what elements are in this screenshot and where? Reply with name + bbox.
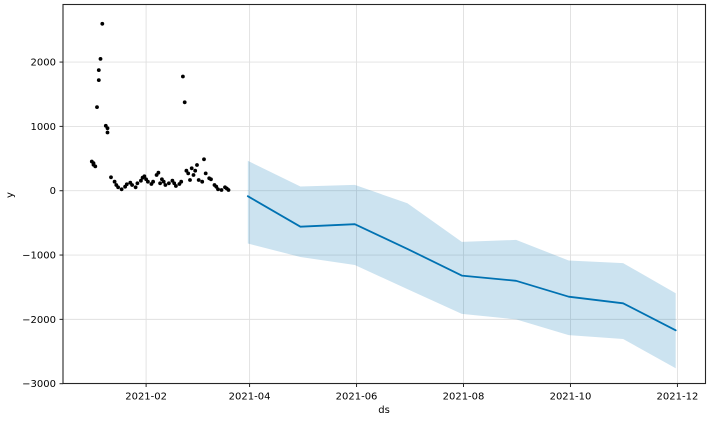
data-point [112,179,117,184]
data-point [119,187,124,192]
x-tick-label: 2021-04 [229,392,271,403]
history-points [89,21,231,192]
data-point [105,126,110,131]
x-tick-label: 2021-12 [657,392,699,403]
data-point [158,181,163,186]
x-tick-label: 2021-10 [550,392,592,403]
data-point [151,179,156,184]
data-point [96,68,101,72]
data-point [226,188,231,192]
data-point [200,179,205,184]
uncertainty-interval [247,160,676,369]
data-point [216,187,220,192]
y-axis-label: y [5,192,16,198]
data-point [105,130,110,135]
data-point [188,178,192,182]
data-point [93,164,98,169]
data-point [184,168,189,173]
confidence-band [247,160,676,369]
data-point [146,179,150,184]
data-point [130,183,135,187]
data-point [167,181,171,186]
data-point [133,185,138,190]
data-point [182,100,187,105]
y-tick-label: 1000 [31,122,56,133]
data-point [203,171,208,176]
data-point [100,21,105,26]
x-tick-label: 2021-08 [443,392,485,403]
data-point [202,157,206,162]
data-point [135,181,140,186]
y-tick-label: −1000 [22,251,56,262]
data-point [174,184,178,188]
forecast-line [246,195,677,332]
data-point [109,175,113,180]
y-tick-label: 0 [50,186,56,197]
data-point [142,174,147,179]
data-point [181,74,185,79]
data-point [179,179,184,184]
data-point [219,188,224,192]
data-point [139,178,143,183]
data-point [161,179,166,184]
data-point [124,182,129,187]
yhat-line [246,195,677,332]
x-tick-label: 2021-06 [336,392,378,403]
data-point [191,173,196,177]
x-tick-label: 2021-02 [125,392,167,403]
data-point [189,166,194,171]
data-point [96,78,101,82]
y-tick-label: −2000 [22,315,56,326]
tick-labels: 2021-02 2021-04 2021-06 2021-08 2021-10 2021-… [22,58,698,403]
data-point [98,57,103,61]
plot-border [62,3,707,385]
data-point [95,105,99,109]
data-point [156,170,161,175]
data-point [195,163,199,167]
x-axis-label: ds [378,405,390,416]
data-point [163,183,168,187]
data-point [209,177,213,182]
data-point [186,171,191,176]
data-point [116,185,120,190]
data-point [172,181,177,186]
y-tick-label: 2000 [31,58,56,69]
y-tick-label: −3000 [22,379,56,390]
data-point [193,168,198,173]
axes [59,3,707,387]
data-point [196,178,201,182]
